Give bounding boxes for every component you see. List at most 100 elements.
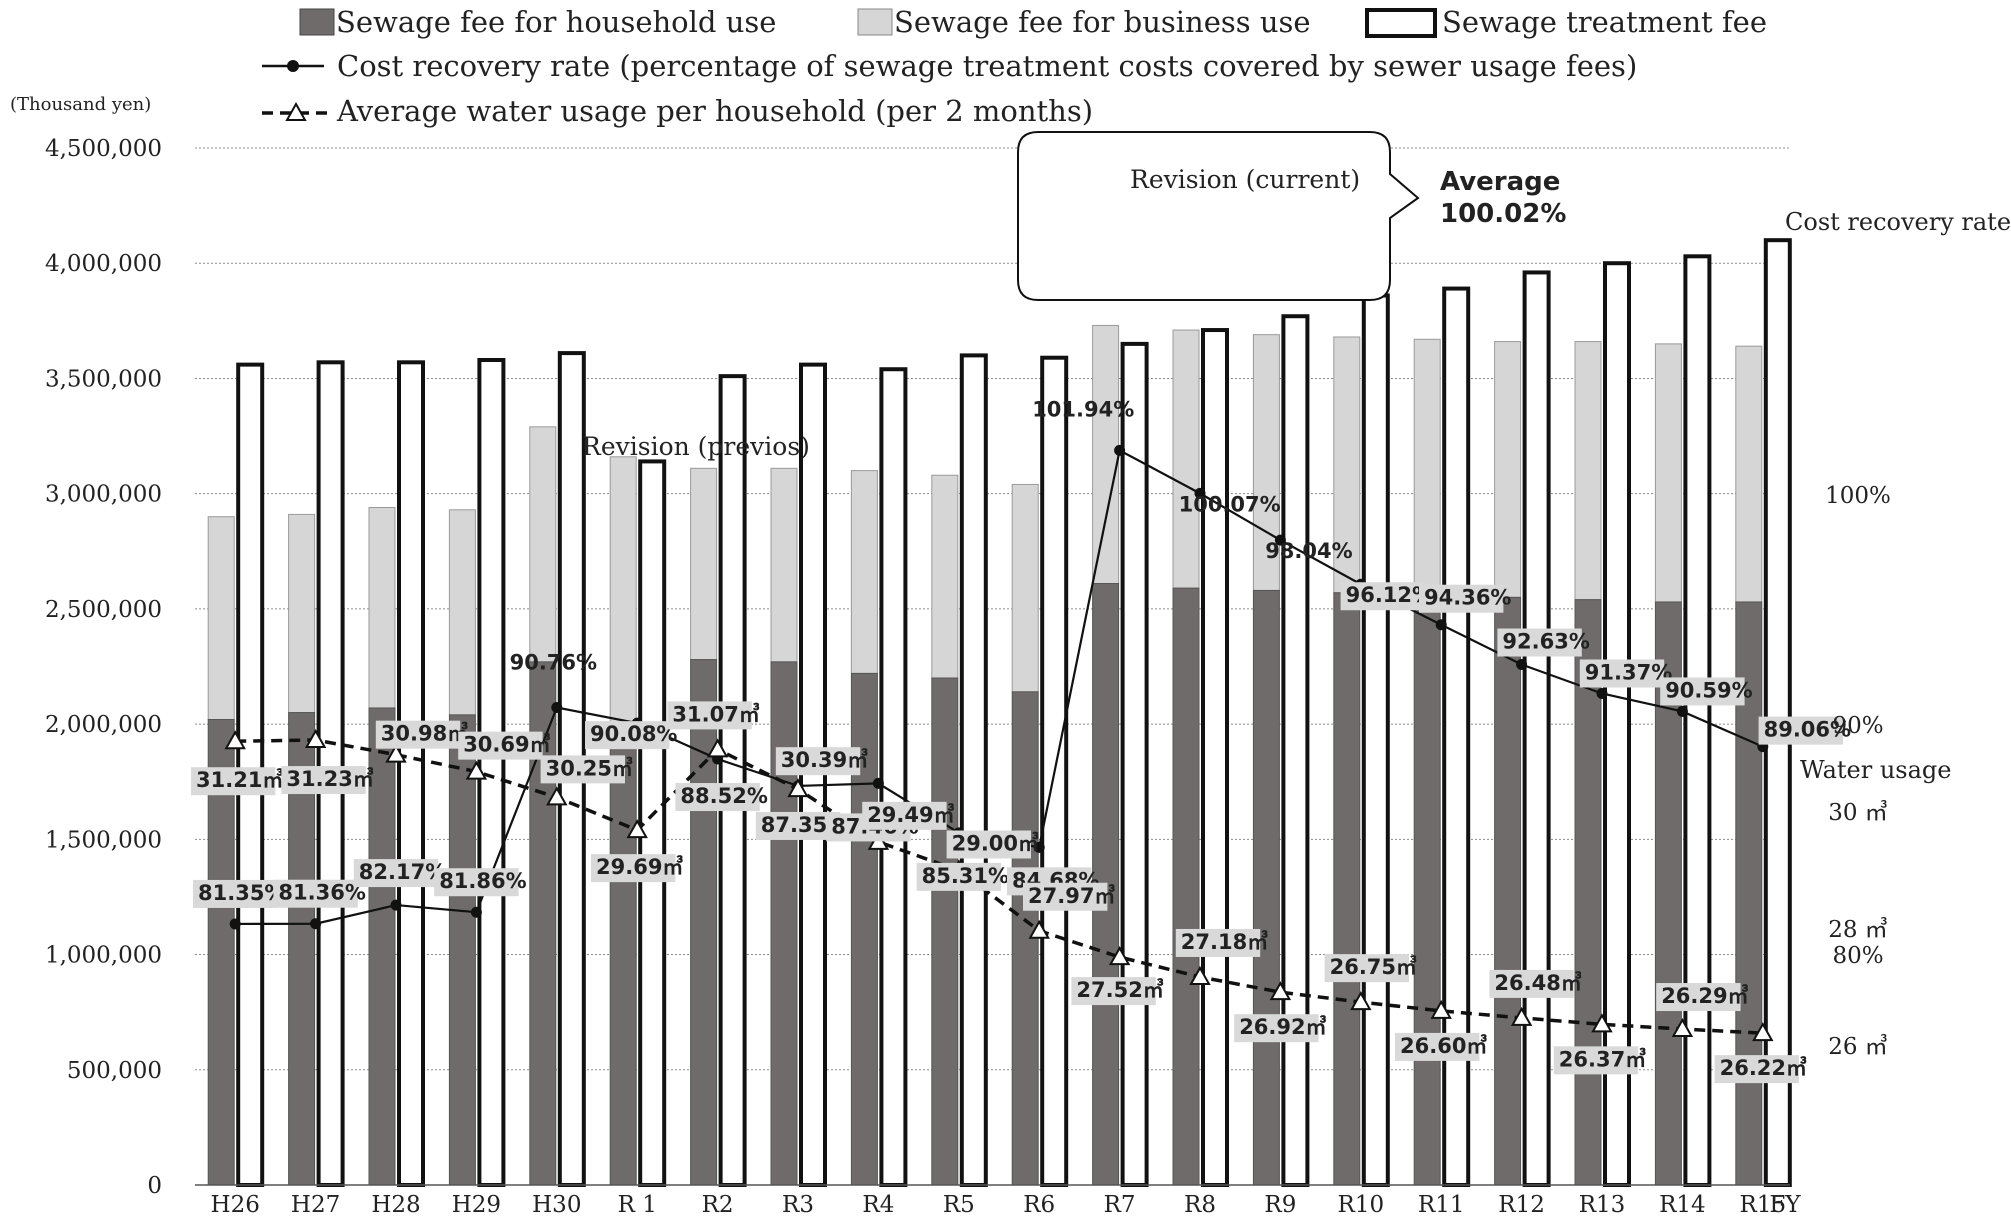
label-water-usage-bg bbox=[591, 854, 676, 883]
x-tick-label: R10 bbox=[1338, 1192, 1385, 1218]
right-axis-rate-tick: 100% bbox=[1825, 483, 1891, 509]
bar-business-use bbox=[690, 467, 718, 661]
point-cost-recovery-rate bbox=[229, 918, 241, 930]
label-water-usage: 26.48㎥ bbox=[1494, 971, 1581, 995]
x-tick-label: R11 bbox=[1418, 1192, 1465, 1218]
label-cost-recovery-rate: 101.94% bbox=[1032, 397, 1134, 421]
y-tick-label: 1,500,000 bbox=[45, 827, 162, 853]
point-water-usage bbox=[1752, 1022, 1774, 1042]
bar-household-use bbox=[207, 719, 235, 1186]
point-water-usage bbox=[546, 786, 568, 806]
right-axis-water-tick: 26 ㎥ bbox=[1828, 1033, 1888, 1060]
right-axis-water-title: Water usage bbox=[1800, 756, 1952, 784]
label-water-usage-bg bbox=[862, 801, 947, 830]
bar-business-use bbox=[368, 506, 396, 709]
legend-swatch-household bbox=[299, 8, 335, 36]
label-water-usage-bg bbox=[191, 767, 276, 796]
x-tick-label: R14 bbox=[1659, 1192, 1706, 1218]
bar-treatment-fee bbox=[959, 353, 988, 1187]
bar-treatment-fee bbox=[1120, 341, 1149, 1187]
label-cost-recovery-rate: 82.17% bbox=[359, 860, 446, 884]
bar-business-use bbox=[931, 474, 959, 679]
label-water-usage-bg bbox=[1395, 1032, 1480, 1061]
bar-business-use bbox=[1494, 341, 1522, 598]
right-axis-rate-title: Cost recovery rate bbox=[1785, 208, 2011, 236]
point-water-usage bbox=[1591, 1013, 1613, 1033]
x-tick-label: R4 bbox=[862, 1192, 894, 1218]
label-water-usage-bg bbox=[1553, 1046, 1639, 1075]
label-cost-recovery-rate-bg bbox=[434, 868, 519, 897]
bar-treatment-fee bbox=[638, 459, 667, 1188]
label-water-usage-bg bbox=[1234, 1014, 1319, 1043]
label-water-usage: 30.98㎥ bbox=[381, 722, 468, 746]
label-water-usage-bg bbox=[1489, 969, 1574, 998]
label-water-usage: 26.22㎥ bbox=[1720, 1056, 1807, 1080]
label-water-usage: 26.75㎥ bbox=[1330, 955, 1417, 979]
x-tick-label: H26 bbox=[211, 1192, 260, 1218]
bar-business-use bbox=[1333, 336, 1361, 594]
label-water-usage-bg bbox=[1656, 983, 1741, 1012]
point-cost-recovery-rate bbox=[310, 918, 322, 930]
point-cost-recovery-rate bbox=[1516, 659, 1528, 671]
revision-previous-label: Revision (previos) bbox=[582, 432, 810, 461]
bar-business-use bbox=[207, 516, 235, 721]
label-cost-recovery-rate-bg bbox=[193, 879, 278, 908]
label-water-usage-bg bbox=[1023, 882, 1108, 911]
line-water-usage bbox=[235, 738, 1763, 1035]
point-cost-recovery-rate bbox=[470, 906, 482, 918]
label-water-usage-bg bbox=[667, 701, 752, 730]
legend-swatch-business bbox=[857, 8, 893, 36]
point-water-usage bbox=[224, 730, 246, 750]
label-cost-recovery-rate: 98.04% bbox=[1265, 539, 1352, 563]
label-cost-recovery-rate-bg bbox=[1579, 659, 1665, 688]
legend-label-treatment: Sewage treatment fee bbox=[1442, 5, 1767, 39]
average-value: 100.02% bbox=[1440, 199, 1566, 229]
label-water-usage: 27.18㎥ bbox=[1181, 930, 1268, 954]
x-tick-label: R2 bbox=[702, 1192, 734, 1218]
y-tick-label: 3,000,000 bbox=[45, 482, 162, 508]
point-water-usage bbox=[1671, 1017, 1694, 1038]
x-tick-label: R9 bbox=[1264, 1192, 1296, 1218]
bar-household-use bbox=[1574, 599, 1602, 1186]
right-axis-rate-tick: 80% bbox=[1832, 943, 1883, 969]
label-water-usage-bg bbox=[775, 747, 861, 776]
point-water-usage bbox=[1189, 965, 1211, 985]
axes: 0 500,000 1,000,000 1,500,000 2,000,000 2,500… bbox=[10, 94, 2011, 1218]
label-water-usage: 26.92㎥ bbox=[1239, 1015, 1326, 1039]
label-water-usage-bg bbox=[946, 830, 1031, 859]
label-water-usage: 29.00㎥ bbox=[952, 832, 1039, 856]
label-cost-recovery-rate: 96.12% bbox=[1346, 583, 1433, 607]
label-water-usage-bg bbox=[1714, 1055, 1799, 1084]
bar-household-use bbox=[931, 677, 959, 1186]
point-water-usage bbox=[787, 778, 809, 798]
x-tick-label: R12 bbox=[1498, 1192, 1545, 1218]
bar-household-use bbox=[1172, 587, 1200, 1186]
label-cost-recovery-rate-bg bbox=[755, 811, 841, 840]
label-cost-recovery-rate-bg bbox=[1660, 677, 1745, 706]
label-water-usage: 29.49㎥ bbox=[867, 803, 954, 827]
label-water-usage: 31.21㎥ bbox=[196, 768, 283, 792]
bar-business-use bbox=[1413, 338, 1441, 596]
bar-household-use bbox=[448, 714, 476, 1186]
legend-label-water: Average water usage per household (per 2… bbox=[336, 94, 1093, 128]
point-water-usage bbox=[626, 819, 648, 839]
bar-business-use bbox=[1172, 329, 1200, 589]
bar-series bbox=[207, 238, 1792, 1188]
label-water-usage-bg bbox=[458, 731, 543, 760]
bar-household-use bbox=[609, 732, 637, 1186]
point-cost-recovery-rate bbox=[1274, 534, 1286, 546]
label-water-usage: 31.23㎥ bbox=[286, 767, 373, 791]
label-water-usage-bg bbox=[281, 766, 366, 795]
label-cost-recovery-rate: 90.59% bbox=[1665, 678, 1752, 702]
bar-household-use bbox=[1252, 589, 1280, 1186]
data-labels: 81.35%81.36%82.17%81.86% 90.76% 90.08% 88.5… bbox=[191, 397, 1851, 1084]
callout-balloon bbox=[1017, 131, 1420, 301]
bar-business-use bbox=[1574, 341, 1602, 601]
label-cost-recovery-rate-bg bbox=[1497, 628, 1582, 657]
x-tick-label: H28 bbox=[371, 1192, 420, 1218]
x-tick-label: R7 bbox=[1104, 1192, 1136, 1218]
point-cost-recovery-rate bbox=[1114, 444, 1126, 456]
